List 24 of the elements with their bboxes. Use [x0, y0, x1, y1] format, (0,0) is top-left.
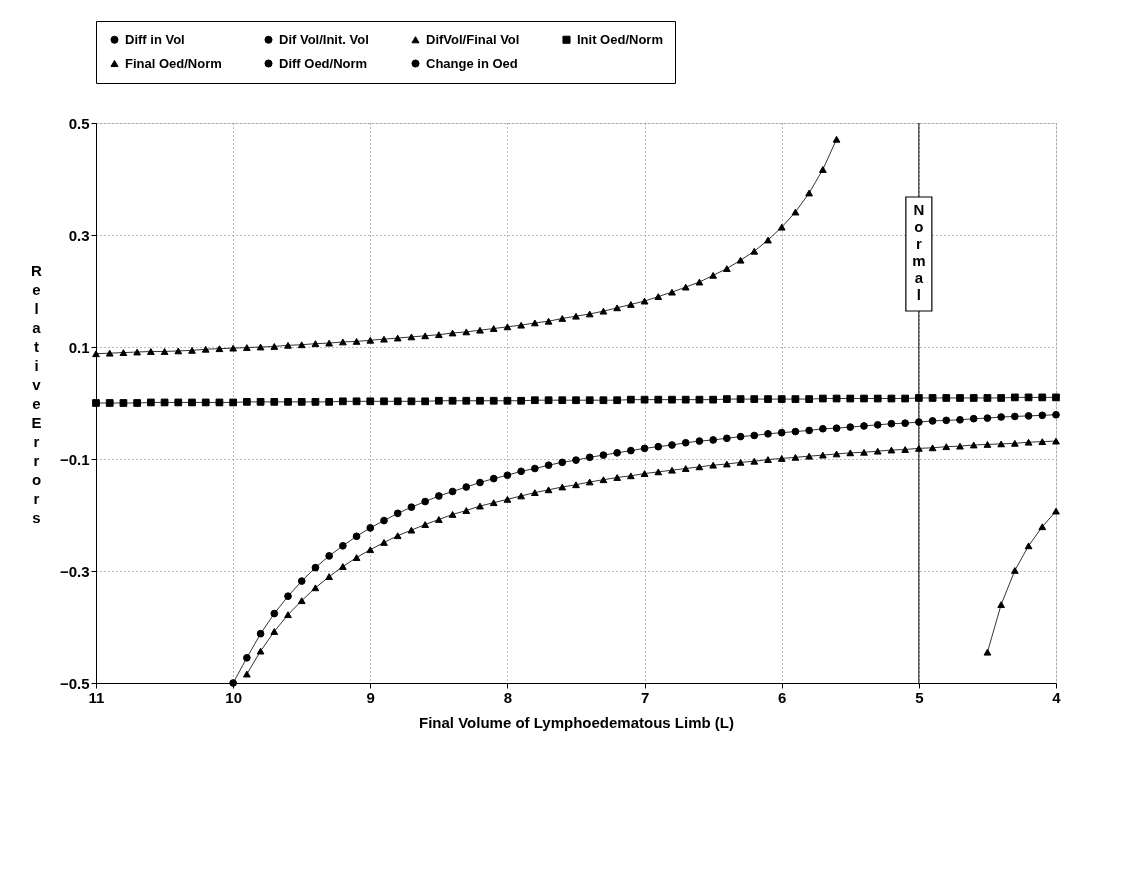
- legend-label: Diff in Vol: [125, 31, 185, 47]
- y-tick-label: −0.5: [59, 674, 90, 692]
- x-tick-label: 11: [88, 688, 105, 706]
- x-tick-label: 7: [640, 688, 650, 706]
- legend-label: Dif Vol/Init. Vol: [279, 31, 369, 47]
- y-tick-label: 0.3: [68, 226, 90, 244]
- y-tick-label: −0.1: [59, 450, 90, 468]
- x-tick-label: 10: [225, 688, 242, 706]
- text: Relative Errors: [31, 261, 42, 526]
- x-tick-label: 8: [503, 688, 513, 706]
- y-tick-label: −0.3: [59, 562, 90, 580]
- x-tick-label: 5: [915, 688, 924, 706]
- x-tick-label: 4: [1052, 688, 1062, 706]
- legend-label: Change in Oed: [426, 55, 518, 71]
- legend-label: Diff Oed/Norm: [279, 55, 368, 71]
- ref-line-label: Normal: [912, 201, 926, 303]
- y-tick-label: 0.1: [68, 338, 90, 356]
- x-axis-title: Final Volume of Lymphoedematous Limb (L): [418, 713, 735, 731]
- y-tick-label: 0.5: [68, 114, 90, 132]
- legend-label: DifVol/Final Vol: [426, 31, 520, 47]
- x-tick-label: 6: [778, 688, 787, 706]
- legend-label: Final Oed/Norm: [125, 55, 222, 71]
- x-tick-label: 9: [366, 688, 375, 706]
- legend-label: Init Oed/Norm: [577, 31, 663, 47]
